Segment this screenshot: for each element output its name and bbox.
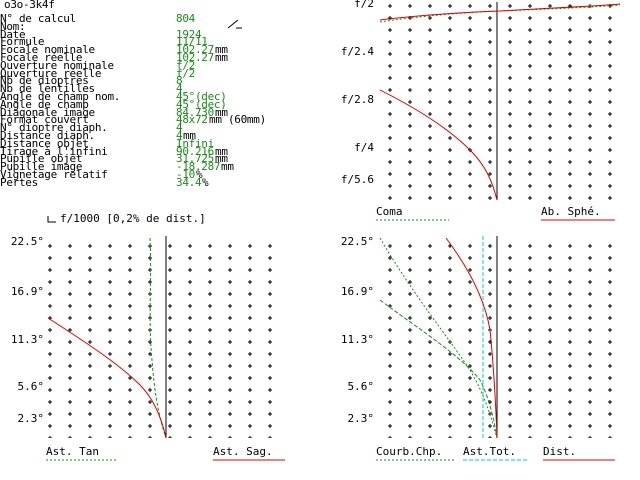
param-value: 84.730 [176, 105, 214, 119]
param-value: 102.27 [176, 43, 214, 57]
param-label: Pertes [0, 175, 38, 189]
y-label: f/2 [354, 0, 374, 10]
param-unit: mm [215, 144, 228, 158]
param-value: 45°(dec) [176, 90, 227, 103]
param-unit: mm [215, 152, 228, 166]
param-label: Format couvert [0, 113, 89, 127]
legend-label: Coma [376, 205, 403, 218]
param-label: Pupille objet [0, 152, 83, 166]
param-value: -10 [176, 168, 195, 181]
y-label: f/4 [354, 141, 374, 154]
param-label: Angle de champ nom. [0, 90, 121, 103]
param-value: 11/11 [176, 35, 208, 49]
param-label: Distance objet [0, 136, 89, 150]
param-value: 4 [176, 121, 183, 135]
param-unit: mm [215, 43, 228, 57]
param-unit: mm [215, 105, 228, 119]
param-label: Vignetage relatif [0, 168, 108, 181]
param-label: Nb de dioptres [0, 74, 89, 88]
param-label: N° dioptre diaph. [0, 121, 108, 135]
param-unit: % [196, 168, 203, 181]
param-value: 4 [176, 129, 183, 142]
param-value: 102.27 [176, 51, 214, 64]
param-label: Diagonale image [0, 105, 95, 119]
y-label: f/2.8 [341, 93, 374, 106]
y-label: 22.5° [11, 235, 44, 248]
param-label: Distance diaph. [0, 129, 95, 142]
y-label: 2.3° [348, 412, 375, 425]
legend-label: Dist. [543, 445, 576, 458]
param-value: 34.4 [176, 175, 202, 189]
param-unit: mm (60mm) [209, 113, 266, 127]
legend-label: Ast. Tan [46, 445, 99, 458]
param-unit: mm [221, 160, 234, 174]
legend-label: Courb.Chp. [376, 445, 442, 458]
plot-astig [47, 236, 285, 439]
param-label: Nb de lentilles [0, 82, 95, 96]
y-label: 2.3° [18, 412, 45, 425]
param-value: f/2 [176, 58, 195, 72]
param-value: 804 [176, 12, 195, 25]
plot-field [378, 236, 620, 439]
param-value: 1924 [176, 27, 202, 41]
y-label: 16.9° [341, 285, 374, 298]
param-label: Ouverture réelle [0, 66, 102, 80]
param-label: Nom: [0, 19, 26, 33]
param-label: Formule [0, 35, 45, 49]
param-label: Focale nominale [0, 43, 95, 57]
plot-coma [378, 2, 621, 201]
param-label: Angle de champ [0, 97, 89, 111]
y-label: 11.3° [341, 333, 374, 346]
y-label: 11.3° [11, 333, 44, 346]
param-value: 48x72 [176, 113, 208, 127]
param-label: Ouverture nominale [0, 58, 114, 72]
param-value: 4 [176, 82, 183, 96]
param-value: Infini [176, 136, 214, 150]
param-label: N° de calcul [0, 12, 76, 25]
y-label: 5.6° [348, 380, 375, 393]
param-label: Tirage à l'infini [0, 144, 108, 158]
legend-label: Ab. Sphé. [541, 205, 601, 218]
param-value: 8 [176, 74, 183, 88]
legend-label: Ast. Sag. [213, 445, 273, 458]
param-unit: mm [215, 51, 228, 64]
param-unit: % [202, 175, 209, 189]
param-value: 31.725 [176, 152, 214, 166]
y-label: 16.9° [11, 285, 44, 298]
param-label: Date [0, 27, 26, 41]
legend-label: Ast.Tot. [463, 445, 516, 458]
y-label: f/2.4 [341, 45, 374, 58]
param-value: f/2 [176, 66, 195, 80]
param-label: Focale réelle [0, 51, 83, 64]
param-label: Pupille image [0, 160, 83, 174]
param-value: 90.216 [176, 144, 214, 158]
y-label: 5.6° [18, 380, 45, 393]
param-unit: mm [183, 129, 196, 142]
y-label: f/5.6 [341, 173, 374, 186]
y-label: 22.5° [341, 235, 374, 248]
window-title: o3o-3k4f [4, 0, 55, 11]
param-value: -18.287 [176, 160, 221, 174]
scale-note: f/1000 [0,2% de dist.] [60, 212, 206, 225]
param-value: 45°(dec) [176, 97, 227, 111]
